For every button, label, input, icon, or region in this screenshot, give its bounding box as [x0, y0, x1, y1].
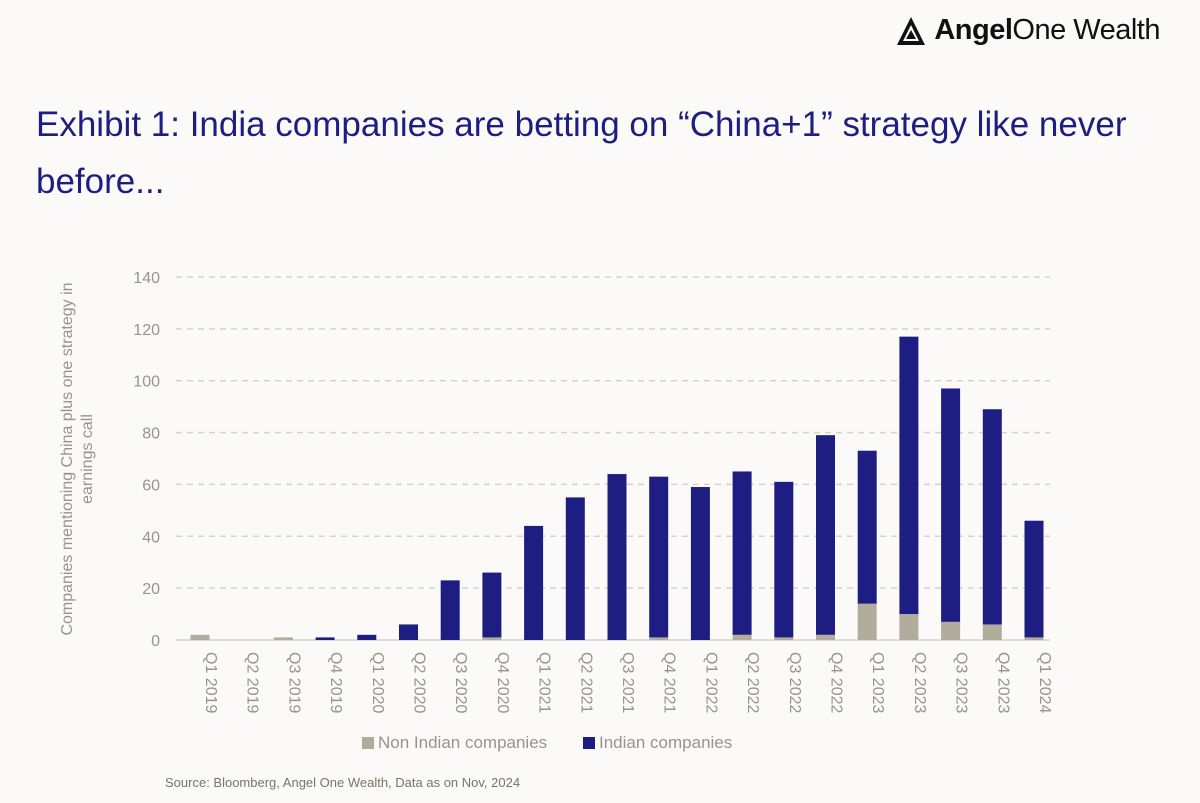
bar-indian — [649, 476, 669, 638]
y-axis-title-line: Companies mentioning China plus one stra… — [59, 282, 76, 635]
exhibit-title: Exhibit 1: India companies are betting o… — [36, 105, 1127, 201]
bar-non-indian — [482, 637, 502, 640]
bar-indian — [857, 450, 877, 604]
bar-indian — [315, 637, 335, 640]
x-tick-label: Q1 2021 — [536, 652, 553, 713]
y-tick-label: 80 — [142, 426, 160, 443]
bar-non-indian — [982, 624, 1002, 640]
bar-non-indian — [774, 637, 794, 640]
x-tick-label: Q4 2022 — [828, 652, 845, 713]
bar-indian — [982, 409, 1002, 625]
bar-non-indian — [857, 603, 877, 640]
x-tick-label: Q2 2023 — [911, 652, 928, 713]
x-tick-label: Q4 2021 — [661, 652, 678, 713]
bar-non-indian — [941, 621, 961, 640]
brand-name: AngelOne Wealth — [934, 14, 1160, 47]
x-tick-label: Q1 2024 — [1036, 652, 1053, 713]
x-tick-label: Q3 2021 — [619, 652, 636, 713]
bar-indian — [774, 481, 794, 638]
legend-swatch-non-indian — [362, 737, 374, 749]
bar-indian — [399, 624, 418, 640]
brand-name-rest: One Wealth — [1012, 14, 1160, 46]
brand-name-bold: Angel — [934, 14, 1013, 46]
source-note: Source: Bloomberg, Angel One Wealth, Dat… — [165, 775, 521, 790]
bar-indian — [524, 525, 544, 640]
bar-indian — [690, 487, 710, 640]
bar-indian — [732, 471, 752, 635]
x-tick-label: Q2 2019 — [244, 652, 261, 713]
x-tick-label: Q2 2021 — [577, 652, 594, 713]
bar-non-indian — [190, 634, 210, 640]
y-tick-label: 100 — [133, 374, 160, 391]
legend-swatch-indian — [583, 737, 595, 749]
bar-indian — [607, 474, 627, 640]
x-tick-label: Q4 2019 — [327, 652, 344, 713]
y-tick-label: 140 — [133, 270, 160, 287]
y-tick-label: 0 — [151, 633, 160, 650]
x-tick-label: Q1 2020 — [369, 652, 386, 713]
bar-indian — [440, 580, 460, 640]
bar-indian — [816, 435, 835, 635]
x-tick-label: Q3 2023 — [953, 652, 970, 713]
x-tick-label: Q4 2023 — [994, 652, 1011, 713]
y-axis-title: Companies mentioning China plus one stra… — [59, 282, 96, 635]
bar-non-indian — [1024, 637, 1044, 640]
y-axis-title-line: earnings call — [79, 414, 96, 504]
y-tick-label: 60 — [142, 477, 160, 494]
x-tick-label: Q3 2022 — [786, 652, 803, 713]
angelone-logo-icon — [897, 16, 926, 45]
x-tick-label: Q1 2019 — [202, 652, 219, 713]
bar-non-indian — [273, 637, 293, 640]
x-tick-label: Q4 2020 — [494, 652, 511, 713]
x-tick-label: Q2 2022 — [744, 652, 761, 713]
bar-indian — [899, 336, 919, 615]
bar-indian — [941, 388, 961, 622]
bar-non-indian — [899, 614, 919, 640]
bar-indian — [565, 497, 585, 640]
legend-label-non-indian: Non Indian companies — [378, 733, 547, 752]
y-tick-label: 40 — [142, 529, 160, 546]
x-tick-label: Q1 2022 — [702, 652, 719, 713]
x-tick-label: Q1 2023 — [869, 652, 886, 713]
bar-indian — [482, 572, 502, 638]
bar-non-indian — [816, 634, 835, 640]
legend-label-indian: Indian companies — [599, 733, 732, 752]
y-tick-label: 120 — [133, 322, 160, 339]
x-tick-label: Q3 2020 — [452, 652, 469, 713]
y-tick-label: 20 — [142, 581, 160, 598]
brand: AngelOne Wealth — [896, 14, 1160, 47]
bar-non-indian — [732, 634, 752, 640]
bar-indian — [1024, 520, 1044, 638]
bar-indian — [357, 634, 377, 640]
x-tick-label: Q3 2019 — [285, 652, 302, 713]
bar-non-indian — [649, 637, 669, 640]
x-tick-label: Q2 2020 — [411, 652, 428, 713]
